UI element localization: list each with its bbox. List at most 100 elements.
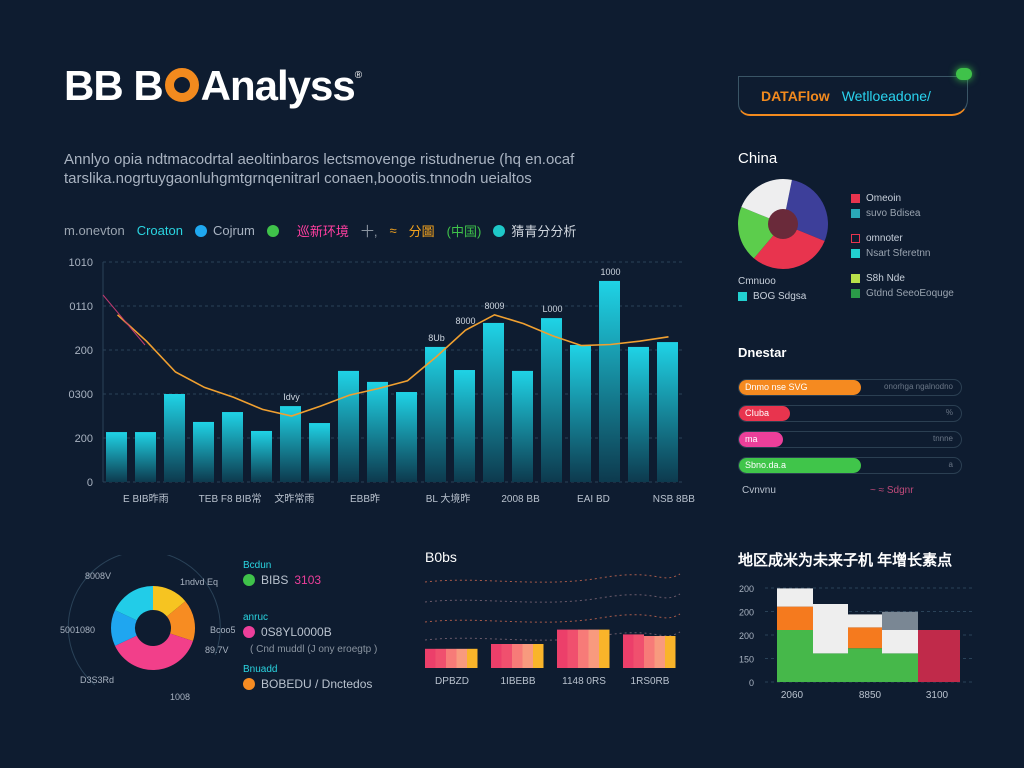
legend-label: Croaton	[136, 223, 183, 238]
mini-bars-title: B0bs	[425, 549, 457, 565]
legend-item[interactable]: 十,	[361, 221, 378, 240]
progress-bar: ma tnnne	[738, 431, 962, 448]
donut-label: Bcoo5	[210, 625, 235, 635]
donut-label: 1ndvd Eq	[180, 577, 218, 587]
donut-item: BIBS 3103	[243, 573, 321, 587]
legend-item[interactable]	[266, 224, 285, 237]
donut-slice	[114, 633, 193, 670]
stack-segment	[848, 648, 883, 682]
china-legend: Omeoin suvo Bdisea omnoter Nsart Sferetnn S8…	[851, 193, 954, 313]
bar	[483, 322, 504, 482]
label: Omeoin	[866, 193, 902, 204]
donut-label: 8008V	[85, 571, 111, 581]
mini-bar	[425, 648, 436, 668]
bar	[570, 344, 591, 482]
mini-bar	[435, 648, 446, 668]
subtitle-line: tarslika.nogrtuygaonluhgmtgrnqenitrarl c…	[64, 170, 532, 187]
progress-fill: Dnmo nse SVG	[739, 380, 862, 395]
data-label: Idvy	[283, 392, 300, 402]
pie-slice	[753, 224, 825, 269]
y-tick-label: 0300	[69, 389, 93, 401]
donut-item-note: ( Cnd muddl (J ony eroegtp )	[250, 644, 378, 655]
stack-segment	[848, 614, 883, 628]
donut-slice	[166, 601, 195, 641]
china-legend-sub: suvo Bdisea	[851, 208, 954, 219]
progress-fill: ma	[739, 432, 784, 447]
legend-item[interactable]: Croaton	[137, 223, 183, 238]
subtitle: Annlyo opia ndtmacodrtal aeoltinbaros le…	[64, 150, 704, 188]
bar	[512, 370, 533, 482]
progress-label: CIuba	[745, 408, 770, 418]
bar	[164, 394, 185, 482]
value: 3103	[294, 573, 322, 587]
y-tick-label: 200	[75, 345, 93, 357]
legend-swatch	[738, 292, 747, 301]
label: BOG Sdgsa	[753, 291, 807, 302]
main-bar-line-chart: 1010 0110 200 0300 200 0 Idvy 8Ub 8000 8009 L000 10…	[69, 257, 695, 505]
x-tick-label: NSB 8BB	[653, 494, 695, 505]
mini-bar	[522, 644, 533, 668]
x-tick-label: EAI BD	[577, 494, 610, 505]
mini-bar-chart: DPBZD 1IBEBB 1148 0RS 1RS0RB	[424, 573, 681, 687]
bar	[367, 381, 388, 482]
mini-bar	[588, 629, 599, 668]
label: Cmnuoo	[738, 276, 776, 287]
label: Nsart Sferetnn	[866, 248, 931, 259]
y-tick-label: 200	[739, 584, 754, 594]
donut-item-title: anruc	[243, 612, 269, 623]
data-label: 8Ub	[428, 333, 445, 343]
mini-bar	[557, 629, 568, 668]
legend-item[interactable]: 分圖	[409, 221, 435, 240]
legend-item[interactable]: ≈	[390, 223, 397, 238]
legend-item[interactable]: m.onevton	[64, 223, 125, 238]
legend-item[interactable]: 猜青分分析	[493, 221, 576, 240]
legend-item[interactable]: (中国)	[447, 221, 482, 240]
data-label: L000	[542, 304, 562, 314]
x-tick-label: E BIB昨雨	[123, 493, 169, 505]
legend-swatch	[851, 234, 860, 243]
bar	[454, 370, 475, 482]
progress-fill: CIuba	[739, 406, 791, 421]
status-indicator	[956, 68, 972, 80]
bar	[425, 346, 446, 482]
stack-segment	[882, 630, 918, 654]
legend-swatch	[851, 209, 860, 218]
bar	[309, 423, 330, 482]
mini-bar	[633, 634, 644, 668]
stack-segment	[813, 604, 848, 654]
bar	[251, 430, 272, 482]
y-tick-label: 1010	[69, 257, 93, 269]
china-left-item: BOG Sdgsa	[738, 291, 806, 302]
legend-swatch	[851, 289, 860, 298]
donut-item: 0S8YL0000B	[243, 625, 338, 639]
donut-label: D3S3Rd	[80, 675, 114, 685]
stack-segment	[777, 588, 813, 607]
progress-fill: Sbno.da.a	[739, 458, 862, 473]
china-legend-head: S8h Nde	[851, 273, 954, 284]
legend-item[interactable]: Cojrum	[194, 223, 255, 238]
mini-bar	[491, 644, 502, 668]
legend-dot	[243, 626, 255, 638]
x-tick-label: 1148 0RS	[562, 676, 606, 687]
x-tick-label: EBB昨	[350, 493, 380, 505]
stack-segment	[882, 653, 918, 682]
legend-item[interactable]: 巡新环境	[297, 221, 349, 240]
bar	[338, 370, 359, 482]
donut-label: 1008	[170, 692, 190, 702]
x-tick-label: 1RS0RB	[631, 676, 670, 687]
progress-value: tnnne	[932, 434, 953, 443]
progress-label: ma	[745, 434, 758, 444]
legend-swatch	[851, 274, 860, 283]
outer-ring	[67, 555, 221, 686]
legend-label: 分圖	[408, 224, 435, 239]
bar	[280, 406, 301, 482]
progress-value: %	[945, 408, 953, 417]
mini-bar	[467, 648, 478, 668]
welcome-button[interactable]: DATAFlow Wetlloeadone/	[738, 76, 968, 116]
logo-text-suffix: Analyss	[200, 62, 356, 109]
x-tick-label: 2008 BB	[501, 494, 540, 505]
legend-label: 十,	[360, 224, 378, 239]
legend-dot	[266, 224, 279, 237]
mini-bar	[644, 636, 655, 668]
donut-slice	[111, 610, 137, 646]
